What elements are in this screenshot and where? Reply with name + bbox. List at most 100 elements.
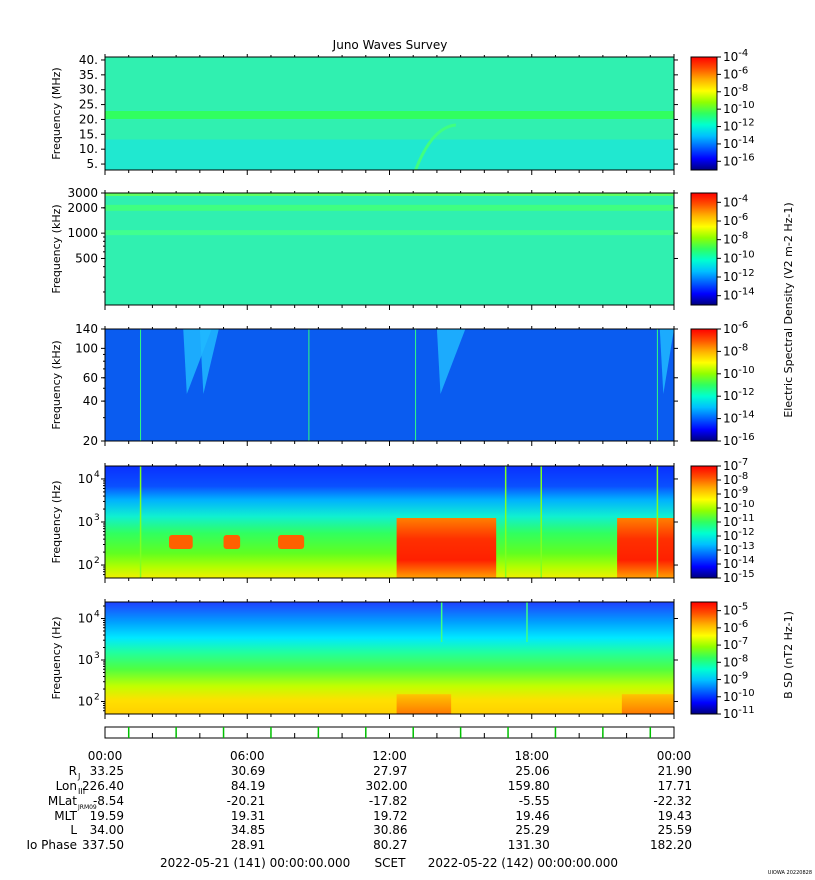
- y-tick-exponent: 3: [94, 513, 100, 523]
- ephemeris-value: 17.71: [658, 779, 692, 793]
- ephemeris-value: -5.55: [519, 794, 550, 808]
- ephemeris-value: 25.59: [658, 823, 692, 837]
- y-tick-label: 40: [83, 394, 98, 408]
- y-tick-label: 10.: [79, 142, 98, 156]
- colorbar-gradient: [690, 601, 718, 715]
- y-tick-label: 40.: [79, 53, 98, 67]
- colorbar-tick-label: 10-4: [723, 193, 748, 209]
- emission-patch: [223, 534, 241, 549]
- ephemeris-row-label: Io Phase: [26, 838, 77, 852]
- colorbar-tick-label: 10-8: [723, 231, 748, 247]
- colorbar-tick-label: 10-12: [723, 387, 755, 403]
- y-tick-label: 10: [78, 558, 93, 572]
- colorbar-tick-label: 10-11: [723, 705, 755, 721]
- colorbar-tick-label: 10-9: [723, 671, 748, 687]
- colorbar-3: 10-6 10-8 10-10 10-12 10-14 10-16: [690, 320, 755, 448]
- colorbar-tick-label: 10-11: [723, 513, 755, 529]
- ephemeris-value: 302.00: [366, 779, 408, 793]
- ephemeris-value: 34.85: [231, 823, 265, 837]
- time-tick-label: 12:00: [372, 749, 407, 763]
- y-tick-label: 20: [83, 434, 98, 448]
- ephemeris-value: -8.54: [93, 794, 124, 808]
- y-tick-label: 2000: [67, 201, 98, 215]
- intense-region: [617, 518, 674, 578]
- y-tick-label: 60: [83, 371, 98, 385]
- time-tick-label: 18:00: [514, 749, 549, 763]
- ephemeris-value: 182.20: [650, 838, 692, 852]
- colorbar-4: 10-710-810-910-1010-1110-1210-1310-1410-…: [690, 457, 755, 585]
- ephemeris-value: 30.69: [231, 764, 265, 778]
- time-axis: 00:00 06:00 12:00 18:00 00:00: [88, 749, 692, 763]
- ephemeris-row-label: Lon: [56, 779, 77, 793]
- colorbar-tick-label: 10-6: [723, 320, 748, 336]
- band-21mhz: [105, 110, 674, 119]
- y-tick-exponent: 4: [94, 610, 100, 620]
- colorbar-gradient: [690, 328, 718, 442]
- y-tick-label: 1000: [67, 226, 98, 240]
- colorbar-tick-label: 10-5: [723, 602, 748, 618]
- ephemeris-value: 159.80: [508, 779, 550, 793]
- ephemeris-tick-strip: [104, 726, 675, 739]
- emission-plume: [199, 329, 219, 394]
- y-tick-exponent: 2: [94, 693, 100, 703]
- footer-credit: UIOWA 20220828: [768, 870, 812, 876]
- colorbar-label-magnetic: B SD (nT2 Hz-1): [782, 611, 795, 699]
- colorbar-tick-label: 10-13: [723, 541, 755, 557]
- ephemeris-value: 19.31: [231, 809, 265, 823]
- ephemeris-row-label: MLT: [54, 809, 77, 823]
- ephemeris-value: 80.27: [373, 838, 407, 852]
- electric-label-main: Electric Spectral Density (V2 m-2 Hz-1): [782, 202, 795, 417]
- footer-scet: SCET: [375, 856, 407, 870]
- colorbar-tick-label: 10-14: [723, 287, 755, 303]
- emission-arc: [414, 123, 457, 171]
- intense-region: [396, 694, 452, 714]
- colorbar-tick-label: 10-10: [723, 365, 755, 381]
- y-tick-label: 10: [78, 515, 93, 529]
- top-edge-band: [105, 193, 674, 196]
- ephemeris-value: 131.30: [508, 838, 550, 852]
- y-tick-label: 20.: [79, 112, 98, 126]
- y-tick-label: 10: [78, 695, 93, 709]
- y-axis-label: Frequency (Hz): [50, 617, 63, 700]
- y-axis-label: Frequency (Hz): [50, 481, 63, 564]
- y-tick-label: 100: [75, 341, 98, 355]
- panel-background: [105, 193, 674, 305]
- colorbar-gradient: [690, 465, 718, 579]
- y-tick-label: 5.: [87, 157, 98, 171]
- colorbar-tick-label: 10-4: [723, 48, 748, 64]
- colorbar-tick-label: 10-8: [723, 471, 748, 487]
- ephemeris-value: 33.25: [90, 764, 124, 778]
- colorbar-tick-label: 10-6: [723, 619, 748, 635]
- footer-end: 2022-05-22 (142) 00:00:00.000: [428, 856, 618, 870]
- ephemeris-value: 337.50: [82, 838, 124, 852]
- time-tick-label: 00:00: [657, 749, 692, 763]
- panel-background: [105, 466, 674, 578]
- spectrogram-panel-3: 140 100 60 40 20 Frequency (kHz): [50, 322, 678, 448]
- emission-patch: [278, 534, 305, 549]
- ephemeris-value: 27.97: [373, 764, 407, 778]
- ephemeris-value: 25.06: [515, 764, 549, 778]
- emission-plume: [659, 329, 674, 394]
- y-tick-label: 140: [75, 322, 98, 336]
- colorbar-tick-label: 10-10: [723, 249, 755, 265]
- y-tick-exponent: 4: [94, 470, 100, 480]
- colorbar-tick-label: 10-10: [723, 100, 755, 116]
- colorbar-tick-label: 10-8: [723, 653, 748, 669]
- emission-patch: [169, 534, 193, 549]
- y-tick-label: 3000: [67, 186, 98, 200]
- label-subscript: JRM09: [77, 804, 97, 811]
- colorbar-tick-label: 10-7: [723, 636, 748, 652]
- colorbar-tick-label: 10-14: [723, 555, 755, 571]
- lower-band: [105, 139, 674, 170]
- spectrogram-panel-1: 5.10.15.20.25.30.35.40. Frequency (MHz): [50, 53, 678, 175]
- ephemeris-value: 30.86: [373, 823, 407, 837]
- panel-background: [105, 602, 674, 714]
- time-tick-label: 06:00: [230, 749, 265, 763]
- y-tick-label: 35.: [79, 68, 98, 82]
- ephemeris-value: 28.91: [231, 838, 265, 852]
- colorbar-tick-label: 10-9: [723, 485, 748, 501]
